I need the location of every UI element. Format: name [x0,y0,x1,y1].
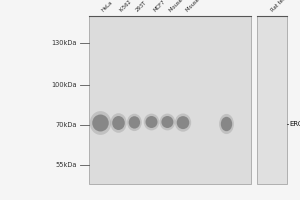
Ellipse shape [110,113,127,133]
Ellipse shape [219,114,234,134]
Ellipse shape [90,111,111,135]
Ellipse shape [92,114,109,132]
Text: ERCC2: ERCC2 [290,121,300,127]
Text: MCF7: MCF7 [153,0,167,13]
Ellipse shape [177,116,189,129]
Text: Rat testis: Rat testis [270,0,291,13]
Text: 55kDa: 55kDa [55,162,76,168]
Ellipse shape [144,114,159,130]
Ellipse shape [112,116,125,130]
Ellipse shape [127,114,142,131]
Text: 100kDa: 100kDa [51,82,76,88]
Bar [88,16,250,184]
Ellipse shape [146,116,158,128]
Text: K-562: K-562 [118,0,133,13]
Ellipse shape [175,114,191,132]
Text: 70kDa: 70kDa [55,122,76,128]
Text: Mouse testis: Mouse testis [185,0,212,13]
Ellipse shape [161,116,173,128]
Bar [256,16,286,184]
Text: Mouse lung: Mouse lung [169,0,194,13]
Ellipse shape [129,116,140,129]
Ellipse shape [160,114,175,130]
Text: 293T: 293T [134,0,147,13]
Text: HeLa: HeLa [100,0,113,13]
Ellipse shape [221,117,232,131]
Text: 130kDa: 130kDa [51,40,76,46]
